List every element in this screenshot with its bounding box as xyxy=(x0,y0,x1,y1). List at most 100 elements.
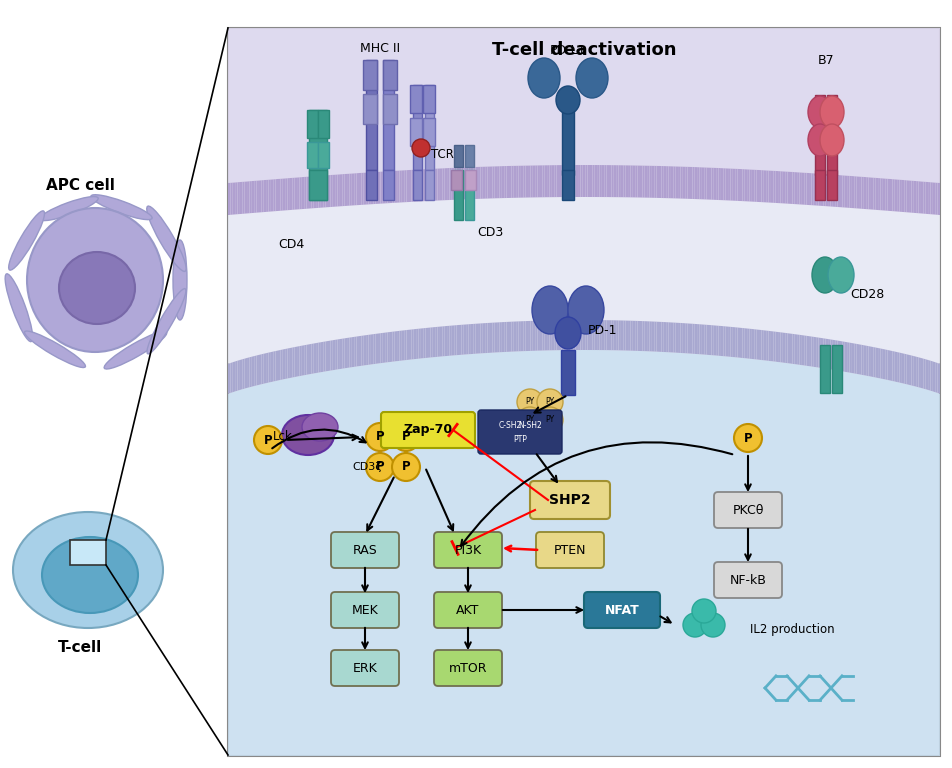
Polygon shape xyxy=(753,170,756,202)
Polygon shape xyxy=(245,181,247,214)
Polygon shape xyxy=(285,349,288,379)
Text: NF-kB: NF-kB xyxy=(729,574,765,587)
Polygon shape xyxy=(589,165,592,197)
Polygon shape xyxy=(803,336,805,366)
Polygon shape xyxy=(289,348,292,378)
Polygon shape xyxy=(780,171,782,204)
Polygon shape xyxy=(575,165,578,197)
Polygon shape xyxy=(487,323,489,353)
Polygon shape xyxy=(299,177,302,210)
Polygon shape xyxy=(308,344,311,374)
Polygon shape xyxy=(335,339,337,370)
Polygon shape xyxy=(456,167,459,200)
Polygon shape xyxy=(744,328,746,359)
Polygon shape xyxy=(673,167,675,198)
Polygon shape xyxy=(530,321,532,351)
Polygon shape xyxy=(568,320,570,350)
Polygon shape xyxy=(327,175,330,207)
Polygon shape xyxy=(808,336,810,366)
Polygon shape xyxy=(723,326,724,356)
Polygon shape xyxy=(829,339,832,370)
Polygon shape xyxy=(761,330,763,360)
Bar xyxy=(363,94,377,124)
Polygon shape xyxy=(526,321,527,351)
Polygon shape xyxy=(351,174,354,206)
Polygon shape xyxy=(908,180,910,213)
Polygon shape xyxy=(440,326,442,356)
Polygon shape xyxy=(494,323,497,353)
Polygon shape xyxy=(513,166,516,198)
Polygon shape xyxy=(327,340,330,371)
Polygon shape xyxy=(775,171,777,203)
Polygon shape xyxy=(832,174,834,207)
Text: P: P xyxy=(375,431,384,443)
Polygon shape xyxy=(292,347,294,378)
Polygon shape xyxy=(635,165,637,197)
Polygon shape xyxy=(532,321,535,351)
Polygon shape xyxy=(266,353,268,383)
Polygon shape xyxy=(815,337,818,368)
Ellipse shape xyxy=(531,286,567,334)
Polygon shape xyxy=(332,339,335,370)
Text: P: P xyxy=(743,432,751,445)
Polygon shape xyxy=(594,320,597,350)
Polygon shape xyxy=(592,320,594,350)
Polygon shape xyxy=(273,179,275,211)
Polygon shape xyxy=(937,183,939,215)
Circle shape xyxy=(366,423,393,451)
Polygon shape xyxy=(763,170,765,203)
Bar xyxy=(318,142,328,168)
Polygon shape xyxy=(521,321,523,351)
Polygon shape xyxy=(899,180,901,212)
Bar xyxy=(814,95,824,175)
Polygon shape xyxy=(597,320,599,350)
FancyBboxPatch shape xyxy=(330,532,399,568)
Polygon shape xyxy=(345,338,347,369)
Polygon shape xyxy=(359,336,361,366)
Polygon shape xyxy=(394,170,397,203)
Polygon shape xyxy=(820,174,823,206)
Polygon shape xyxy=(385,333,387,362)
Polygon shape xyxy=(630,321,632,351)
Polygon shape xyxy=(513,322,516,352)
Polygon shape xyxy=(321,176,323,207)
Polygon shape xyxy=(375,333,378,364)
Polygon shape xyxy=(632,165,635,197)
Polygon shape xyxy=(504,166,506,198)
Ellipse shape xyxy=(819,96,843,128)
Polygon shape xyxy=(616,165,618,197)
Polygon shape xyxy=(929,361,932,392)
Polygon shape xyxy=(256,180,259,213)
Polygon shape xyxy=(464,167,466,200)
Polygon shape xyxy=(723,168,724,200)
Polygon shape xyxy=(865,346,867,376)
Polygon shape xyxy=(549,320,551,350)
Polygon shape xyxy=(502,322,504,353)
Polygon shape xyxy=(777,332,780,362)
Polygon shape xyxy=(437,326,440,357)
Text: MEK: MEK xyxy=(351,604,378,617)
Polygon shape xyxy=(232,183,235,214)
Polygon shape xyxy=(782,333,784,363)
Polygon shape xyxy=(694,324,696,354)
Polygon shape xyxy=(815,174,818,206)
Polygon shape xyxy=(270,180,273,211)
Polygon shape xyxy=(302,177,304,209)
Polygon shape xyxy=(468,167,470,199)
Polygon shape xyxy=(646,321,649,352)
Circle shape xyxy=(391,453,420,481)
Polygon shape xyxy=(665,322,668,353)
Polygon shape xyxy=(924,359,927,390)
Polygon shape xyxy=(259,180,261,213)
Polygon shape xyxy=(404,330,407,360)
Polygon shape xyxy=(865,177,867,210)
Circle shape xyxy=(733,424,762,452)
Polygon shape xyxy=(387,171,389,204)
Polygon shape xyxy=(913,356,915,386)
Bar xyxy=(465,170,475,190)
Polygon shape xyxy=(684,167,686,199)
Polygon shape xyxy=(492,323,494,353)
Polygon shape xyxy=(578,320,580,350)
Polygon shape xyxy=(235,361,237,392)
Polygon shape xyxy=(784,171,786,204)
